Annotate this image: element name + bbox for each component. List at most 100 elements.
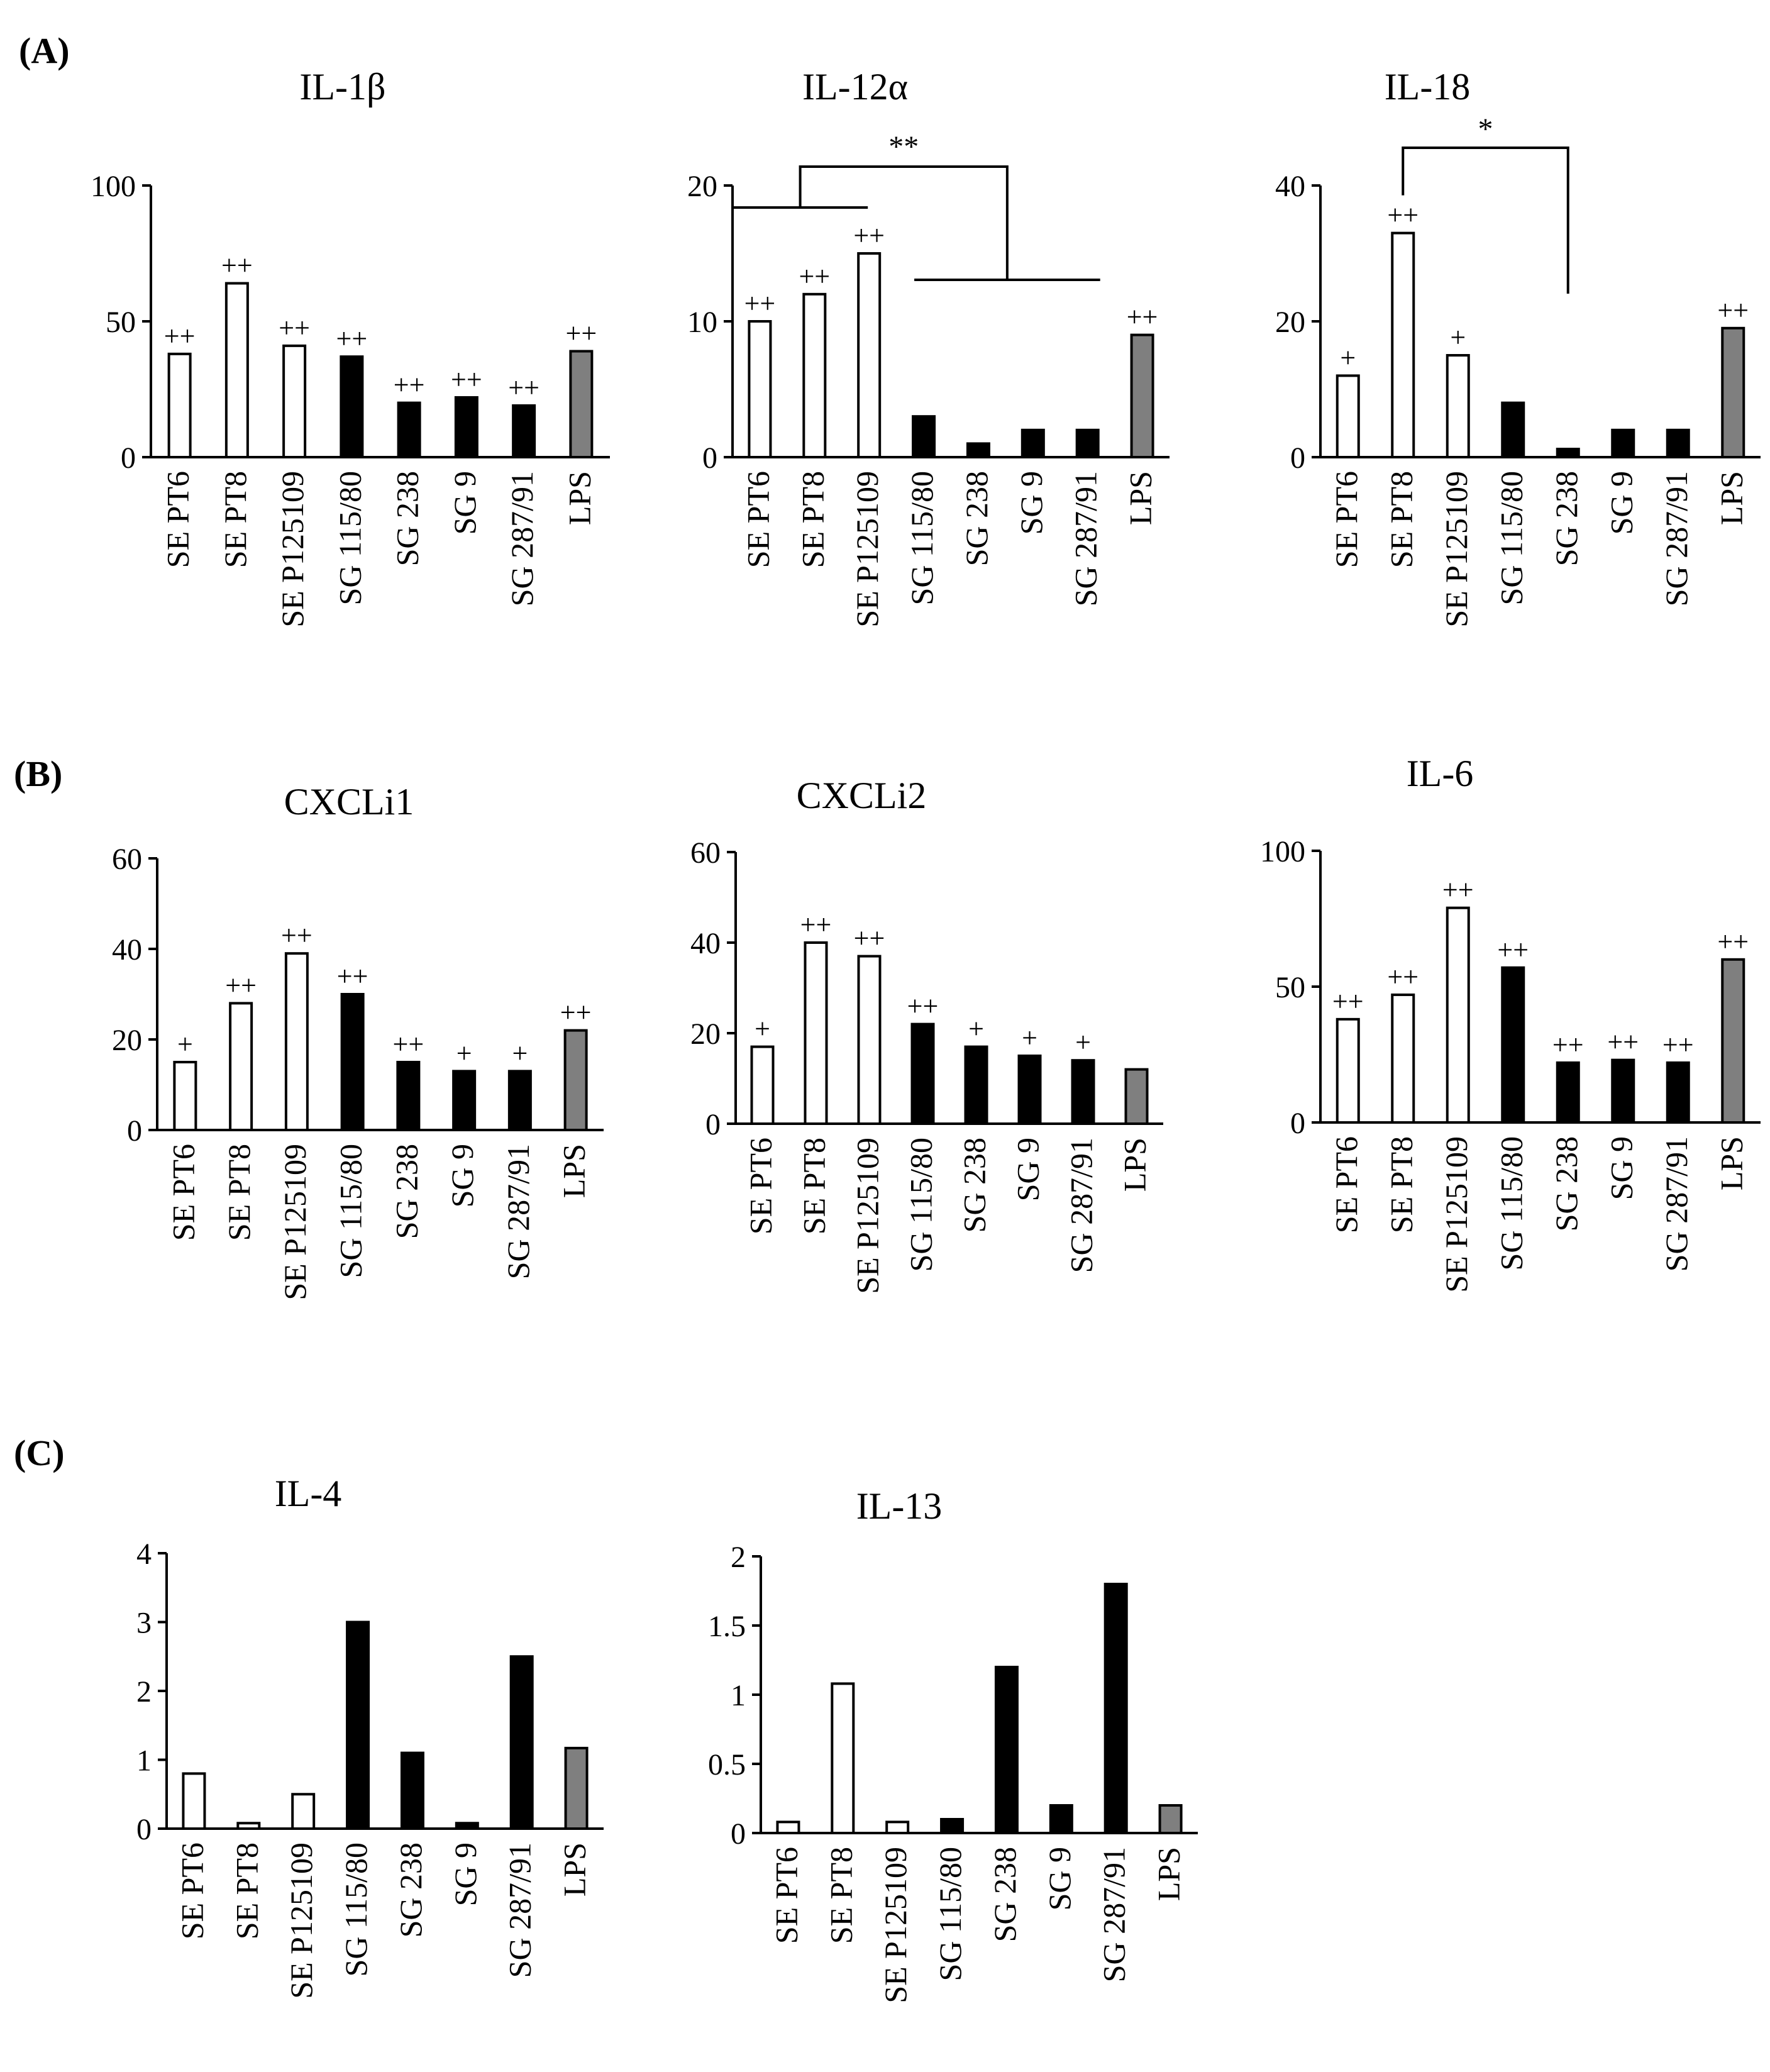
- bar-lps: [1158, 1804, 1183, 1834]
- bar-se-pt8: [236, 1822, 261, 1830]
- y-tick-label: 40: [1275, 170, 1305, 203]
- bar-se-p125109: [1446, 906, 1470, 1124]
- significance-mark: ++: [393, 1029, 424, 1060]
- y-tick-label: 40: [112, 933, 142, 967]
- significance-mark: +: [968, 1014, 984, 1044]
- bar-sg-238: [396, 1061, 421, 1131]
- x-tick-label: SG 115/80: [1493, 1136, 1529, 1270]
- x-tick-label: SE PT6: [743, 1138, 778, 1234]
- y-tick-label: 60: [690, 836, 721, 870]
- x-tick-label: SE P125109: [284, 1842, 319, 1999]
- y-tick-label: 1: [136, 1744, 152, 1778]
- y-tick-label: 20: [687, 170, 717, 203]
- bar-sg-115-80: [1501, 966, 1525, 1124]
- y-tick-label: 1.5: [708, 1610, 746, 1643]
- x-tick-label: SG 115/80: [932, 1847, 968, 1981]
- bar-se-pt8: [802, 292, 827, 458]
- y-tick-label: 100: [1260, 835, 1305, 868]
- bar-se-pt8: [224, 282, 249, 458]
- bar-sg-238: [966, 442, 990, 459]
- bar-sg-287-91: [1071, 1059, 1095, 1125]
- x-tick-label: SG 238: [987, 1847, 1022, 1942]
- bar-lps: [1130, 333, 1154, 458]
- x-tick-label: SG 238: [959, 471, 994, 566]
- x-tick-label: SE PT8: [221, 1144, 257, 1241]
- significance-mark: ++: [164, 321, 196, 352]
- bar-lps: [564, 1746, 589, 1831]
- significance-mark: ++: [566, 318, 597, 349]
- x-tick-label: SG 238: [393, 1842, 428, 1937]
- x-tick-label: SE PT8: [823, 1847, 858, 1944]
- bar-sg-287-91: [1666, 428, 1690, 458]
- significance-mark: ++: [279, 313, 310, 343]
- y-tick-label: 0: [136, 1813, 152, 1846]
- x-tick-label: SG 238: [389, 1144, 424, 1239]
- x-tick-label: SE PT8: [795, 471, 830, 568]
- x-tick-label: SE P125109: [850, 1138, 885, 1294]
- x-tick-label: SG 9: [447, 471, 482, 535]
- significance-mark: ++: [1717, 926, 1749, 957]
- y-tick-label: 20: [690, 1017, 721, 1051]
- significance-mark: ++: [1127, 302, 1158, 333]
- x-tick-label: SG 9: [1042, 1847, 1077, 1910]
- bar-sg-9: [1017, 1055, 1042, 1125]
- bar-lps: [569, 350, 594, 459]
- bar-se-pt8: [229, 1002, 253, 1132]
- chart-6: IL-6 0 50 100 ++ SE PT6 ++ SE PT8 ++ SE P125109 ++…: [1260, 753, 1761, 1293]
- significance-mark: +: [512, 1038, 528, 1068]
- x-tick-label: SG 287/91: [502, 1842, 538, 1978]
- x-tick-label: SE PT6: [1329, 471, 1364, 568]
- significance-mark: ++: [1497, 934, 1529, 965]
- bar-sg-115-80: [1501, 401, 1525, 458]
- bar-se-p125109: [857, 955, 882, 1125]
- y-tick-label: 0.5: [708, 1748, 746, 1781]
- bar-se-pt6: [167, 352, 192, 459]
- significance-mark: ++: [800, 909, 832, 940]
- bar-sg-9: [1611, 428, 1635, 458]
- chart-1: IL-1β 0 50 100 ++ SE PT6 ++ SE PT8 ++ SE P125109 +…: [91, 66, 610, 628]
- x-tick-label: LPS: [1713, 1136, 1749, 1190]
- y-tick-label: 0: [702, 441, 717, 475]
- chart-title: IL-12α: [802, 66, 908, 108]
- bar-sg-238: [1556, 1061, 1580, 1124]
- bar-se-pt8: [1391, 993, 1415, 1124]
- x-tick-label: SG 238: [1549, 1136, 1584, 1231]
- x-tick-label: SE PT8: [229, 1842, 264, 1939]
- panel-label-b: (B): [14, 753, 62, 794]
- chart-title: IL-4: [275, 1473, 342, 1514]
- significance-mark: +: [177, 1029, 193, 1060]
- x-tick-label: SE P125109: [277, 1144, 313, 1300]
- x-tick-label: SG 115/80: [332, 471, 367, 605]
- x-tick-label: SG 9: [1603, 1136, 1639, 1200]
- significance-mark: ++: [1387, 961, 1419, 992]
- y-tick-label: 50: [1275, 971, 1305, 1004]
- chart-7: IL-4 0 1 2 3 4 SE PT6 SE PT8 SE P125109 SG 115/80…: [136, 1473, 604, 1999]
- significance-mark: ++: [508, 372, 539, 403]
- x-tick-label: SE PT6: [174, 1842, 209, 1939]
- x-tick-label: SE PT8: [218, 471, 253, 568]
- x-tick-label: SE PT8: [797, 1138, 832, 1234]
- bar-sg-238: [400, 1751, 424, 1831]
- x-tick-label: SE P125109: [1439, 1136, 1474, 1293]
- x-tick-label: SE PT8: [1383, 1136, 1419, 1233]
- x-tick-label: SG 287/91: [1064, 1138, 1099, 1273]
- bar-sg-9: [1611, 1058, 1635, 1124]
- bar-se-p125109: [1446, 354, 1470, 458]
- bar-lps: [563, 1029, 588, 1131]
- x-tick-label: LPS: [1123, 471, 1158, 525]
- y-tick-label: 2: [731, 1541, 746, 1574]
- significance-mark: ++: [225, 970, 257, 1000]
- bar-sg-238: [397, 401, 421, 458]
- significance-mark: ++: [560, 997, 592, 1028]
- y-tick-label: 0: [705, 1108, 721, 1141]
- bar-sg-9: [1021, 428, 1045, 458]
- significance-mark: ++: [337, 961, 368, 992]
- x-tick-label: SG 9: [1010, 1138, 1046, 1201]
- significance-mark: +: [755, 1014, 770, 1044]
- chart-title: IL-13: [856, 1485, 943, 1527]
- x-tick-label: SG 238: [957, 1138, 992, 1233]
- x-tick-label: LPS: [1151, 1847, 1186, 1901]
- x-tick-label: SG 287/91: [1068, 471, 1103, 606]
